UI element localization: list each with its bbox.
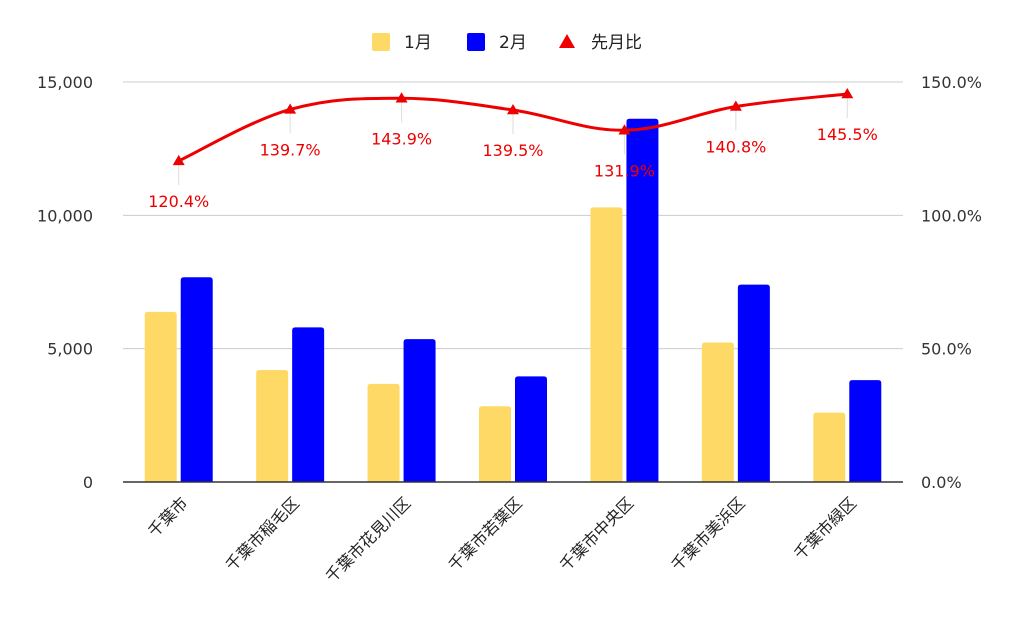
right-tick-label: 50.0% — [921, 340, 972, 359]
ratio-point-marker — [395, 92, 408, 103]
bar-jan — [256, 370, 289, 482]
category-labels: 千葉市 千葉市稲毛区 千葉市花見川区 千葉市若葉区 千葉市中央区 千葉市美浜区 千葉市緑区 — [144, 493, 860, 586]
bar-feb — [849, 380, 882, 482]
ratio-point-marker — [284, 103, 297, 114]
right-tick-label: 0.0% — [921, 473, 962, 492]
legend-swatch — [372, 33, 390, 51]
category-label: 千葉市中央区 — [556, 493, 637, 574]
gridlines — [123, 81, 903, 350]
bar-feb — [626, 118, 659, 483]
bar-feb — [180, 277, 213, 482]
ratio-line — [172, 88, 854, 185]
ratio-data-label: 139.7% — [260, 140, 321, 159]
bar-feb — [292, 327, 325, 482]
right-tick-label: 150.0% — [921, 73, 982, 92]
bar-jan — [590, 207, 623, 483]
ratio-point-marker — [841, 88, 854, 99]
ratio-point-marker — [618, 124, 631, 135]
legend-swatch-triangle — [559, 34, 575, 48]
bar-feb — [737, 284, 770, 482]
ratio-data-label: 140.8% — [705, 138, 766, 157]
bar-jan — [813, 412, 846, 482]
legend-label: 1月 — [404, 33, 432, 53]
category-label: 千葉市緑区 — [790, 493, 860, 563]
ratio-data-label: 120.4% — [148, 192, 209, 211]
bar-jan — [479, 406, 511, 482]
category-label: 千葉市稲毛区 — [222, 493, 303, 574]
ratio-point-marker — [172, 154, 185, 166]
ratio-point-marker — [507, 104, 519, 115]
category-label: 千葉市 — [144, 493, 191, 540]
category-label: 千葉市美浜区 — [667, 493, 748, 574]
category-label: 千葉市花見川区 — [322, 493, 415, 586]
bar-jan — [701, 342, 734, 482]
left-axis: 0 5,000 10,000 15,000 — [37, 73, 93, 492]
ratio-data-label: 131.9% — [594, 161, 655, 180]
legend-label: 2月 — [499, 33, 527, 53]
bar-jan — [144, 311, 177, 482]
legend-label: 先月比 — [591, 33, 642, 53]
bars — [144, 118, 882, 483]
left-tick-label: 15,000 — [37, 73, 93, 92]
left-tick-label: 10,000 — [37, 206, 93, 225]
legend-swatch — [467, 33, 485, 51]
category-label: 千葉市若葉区 — [445, 493, 526, 574]
data-labels: 120.4% 139.7% 143.9% 139.5% 131.9% 140.8% 145.… — [148, 125, 878, 211]
right-tick-label: 100.0% — [921, 206, 982, 225]
bar-feb — [515, 376, 547, 482]
legend: 1月 2月 先月比 — [372, 33, 642, 53]
bar-feb — [403, 339, 436, 482]
ratio-point-marker — [729, 100, 742, 111]
ratio-data-label: 143.9% — [371, 129, 432, 148]
ratio-data-label: 139.5% — [482, 141, 543, 160]
left-tick-label: 0 — [83, 473, 93, 492]
left-tick-label: 5,000 — [47, 340, 93, 359]
ratio-data-label: 145.5% — [817, 125, 878, 144]
right-axis: 0.0% 50.0% 100.0% 150.0% — [921, 73, 982, 492]
bar-jan — [367, 383, 400, 482]
